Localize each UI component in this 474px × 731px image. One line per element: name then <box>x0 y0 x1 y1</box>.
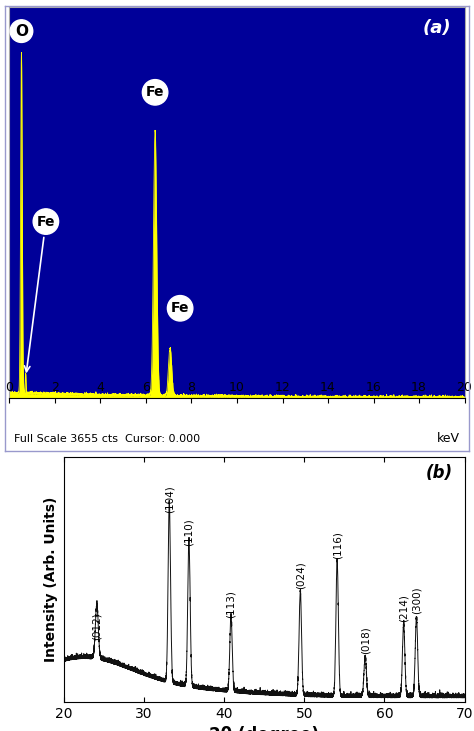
Text: (024): (024) <box>295 561 305 589</box>
Text: (012): (012) <box>92 612 102 640</box>
Text: (214): (214) <box>399 594 409 621</box>
Text: Full Scale 3655 cts  Cursor: 0.000: Full Scale 3655 cts Cursor: 0.000 <box>14 433 200 444</box>
Text: (b): (b) <box>425 464 453 482</box>
Text: (018): (018) <box>360 626 370 654</box>
Text: (110): (110) <box>184 518 194 546</box>
Text: Fe: Fe <box>25 215 55 371</box>
X-axis label: 2θ (degree): 2θ (degree) <box>209 726 319 731</box>
Text: (104): (104) <box>164 485 174 513</box>
Text: (300): (300) <box>411 587 421 615</box>
Text: Fe: Fe <box>171 301 190 315</box>
Text: (113): (113) <box>226 590 236 618</box>
Text: (a): (a) <box>422 19 451 37</box>
Text: keV: keV <box>437 432 460 445</box>
Text: O: O <box>15 23 28 39</box>
Text: Fe: Fe <box>146 86 164 99</box>
Y-axis label: Intensity (Arb. Units): Intensity (Arb. Units) <box>45 496 58 662</box>
Text: (116): (116) <box>332 531 342 558</box>
